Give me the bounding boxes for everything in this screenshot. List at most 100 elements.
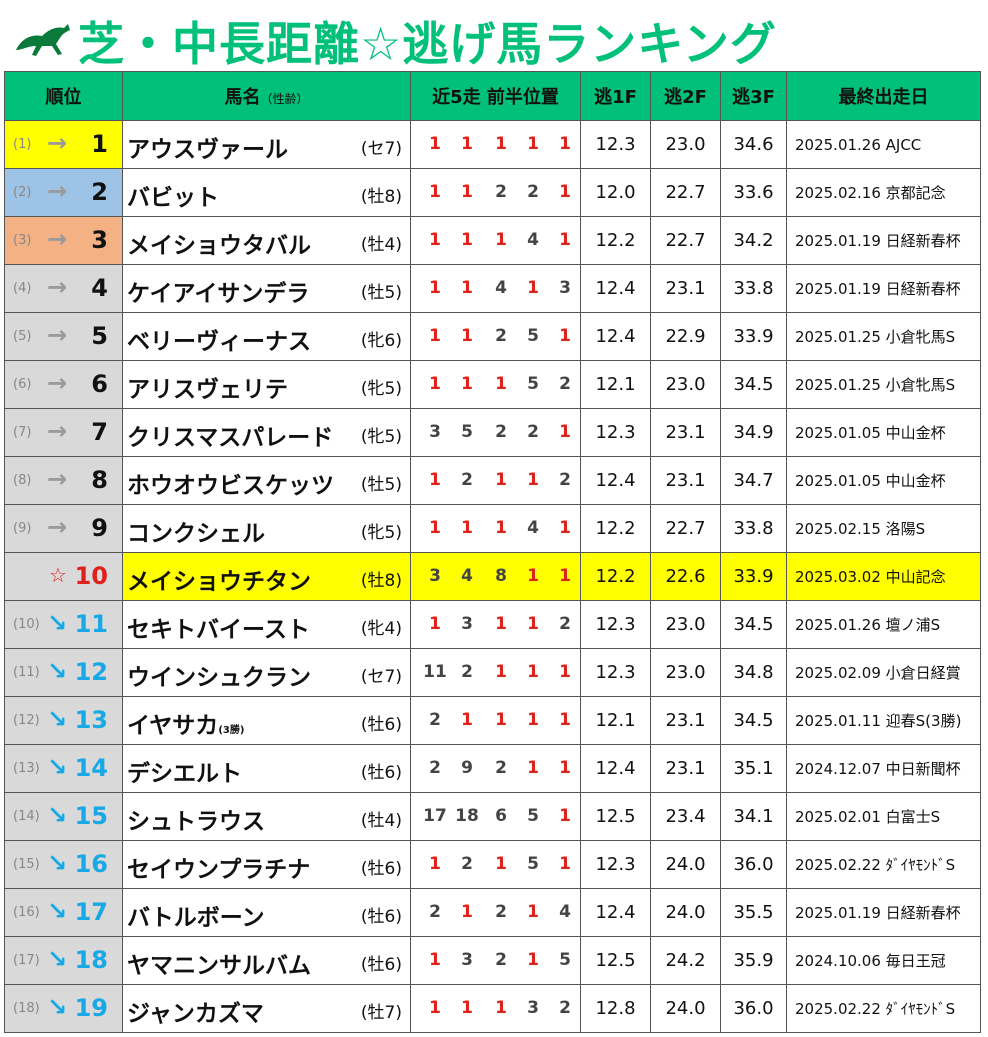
f2-time: 24.0 [650,888,721,937]
header-horse: 馬名（性齢） [122,71,411,121]
table-row: (2) → 2 バビット (牡8) 1 1 2 2 1 12.0 22.7 33.6 2025.02.16… [4,168,981,217]
horse-cell: バトルボーン (牡6) [122,888,411,937]
f1-time: 12.5 [580,936,651,985]
f3-time: 34.8 [720,648,787,697]
last-race: 2025.02.01 白富士S [786,792,981,841]
f2-time: 24.0 [650,984,721,1033]
horse-cell: ヤマニンサルバム (牡6) [122,936,411,985]
position-value: 1 [559,182,571,202]
table-row: (6) → 6 アリスヴェリテ (牝5) 1 1 1 5 2 12.1 23.0 34.5 2025.01… [4,360,981,409]
f1-time: 12.2 [580,216,651,265]
f1-time: 12.5 [580,792,651,841]
table-row: (4) → 4 ケイアイサンデラ (牡5) 1 1 4 1 3 12.4 23.1 33.8 2025.0… [4,264,981,313]
rank-number: 19 [74,994,108,1022]
f1-time: 12.4 [580,744,651,793]
position-value: 1 [495,854,507,874]
rank-number: 6 [91,370,108,398]
position-value: 1 [461,902,473,922]
position-value: 1 [429,230,441,250]
position-value: 1 [559,566,571,586]
last-race: 2025.01.19 日経新春杯 [786,264,981,313]
position-value: 4 [495,278,507,298]
header-horse-label: 馬名 [224,87,261,108]
position-value: 1 [461,182,473,202]
last-race: 2025.01.19 日経新春杯 [786,888,981,937]
position-value: 3 [527,998,539,1018]
rank-number: 11 [74,610,108,638]
position-value: 1 [527,134,539,154]
horse-name-text: バトルボーン [127,905,265,931]
rank-cell: (8) → 8 [4,456,123,505]
f3-time: 36.0 [720,840,787,889]
table-row: (12) ↘ 13 イヤサカ(3勝) (牡6) 2 1 1 1 1 12.1 23.1 34.5 2025… [4,696,981,745]
position-value: 2 [495,950,507,970]
horse-name: ホウオウビスケッツ [127,466,334,500]
previous-rank: (3) [13,233,32,248]
horse-name: ウインシュクラン [127,658,311,692]
page-title: 芝・中長距離☆逃げ馬ランキング [78,17,777,71]
sex-age: (牝5) [360,379,402,399]
table-row: (13) ↘ 14 デシエルト (牡6) 2 9 2 1 1 12.4 23.1 35.1 2024.12… [4,744,981,793]
table-row: (3) → 3 メイショウタバル (牡4) 1 1 1 4 1 12.2 22.7 34.2 2025.0… [4,216,981,265]
position-value: 1 [495,230,507,250]
previous-rank: (6) [13,377,32,392]
position-value: 2 [495,326,507,346]
horse-cell: ジャンカズマ (牡7) [122,984,411,1033]
rank-number: 5 [91,322,108,350]
header-last-race: 最終出走日 [786,71,981,121]
position-value: 1 [461,710,473,730]
trend-arrow-icon: ↘ [47,993,68,1021]
position-value: 1 [461,998,473,1018]
position-value: 8 [495,566,507,586]
position-value: 5 [527,374,539,394]
horse-name-text: ヤマニンサルバム [127,953,311,979]
horse-cell: ウインシュクラン (セ7) [122,648,411,697]
f2-time: 23.1 [650,456,721,505]
sex-age: (牡4) [360,235,402,255]
position-value: 1 [559,806,571,826]
position-value: 1 [429,470,441,490]
rank-cell: (5) → 5 [4,312,123,361]
f3-time: 35.1 [720,744,787,793]
position-value: 2 [495,422,507,442]
horse-name-text: シュトラウス [127,809,265,835]
rank-cell: (18) ↘ 19 [4,984,123,1033]
f3-time: 34.1 [720,792,787,841]
horse-name: バビット [127,178,219,212]
f1-time: 12.3 [580,840,651,889]
last-race: 2025.02.22 ﾀﾞｲﾔﾓﾝﾄﾞS [786,984,981,1033]
horse-name-text: イヤサカ [127,713,219,739]
position-value: 18 [455,806,479,826]
sex-age: (牡6) [360,955,402,975]
trend-arrow-icon: → [47,177,68,205]
position-value: 3 [429,422,441,442]
position-value: 2 [429,758,441,778]
previous-rank: (7) [13,425,32,440]
position-value: 1 [429,326,441,346]
rank-number: 4 [91,274,108,302]
position-value: 1 [495,710,507,730]
position-value: 1 [559,758,571,778]
header-rank: 順位 [4,71,123,121]
position-value: 1 [527,902,539,922]
trend-arrow-icon: ↘ [47,609,68,637]
position-value: 5 [461,422,473,442]
horse-name-text: アリスヴェリテ [127,377,288,403]
header-f1: 逃1F [580,71,651,121]
sex-age: (牡6) [360,859,402,879]
horse-name: クリスマスパレード [127,418,333,452]
table-row: (8) → 8 ホウオウビスケッツ (牡5) 1 2 1 1 2 12.4 23.1 34.7 2025.… [4,456,981,505]
header-positions: 近5走 前半位置 [410,71,581,121]
position-value: 4 [461,566,473,586]
rank-number: 15 [74,802,108,830]
previous-rank: (10) [13,617,40,632]
position-value: 3 [559,278,571,298]
f2-time: 22.7 [650,504,721,553]
rank-number: 9 [91,514,108,542]
